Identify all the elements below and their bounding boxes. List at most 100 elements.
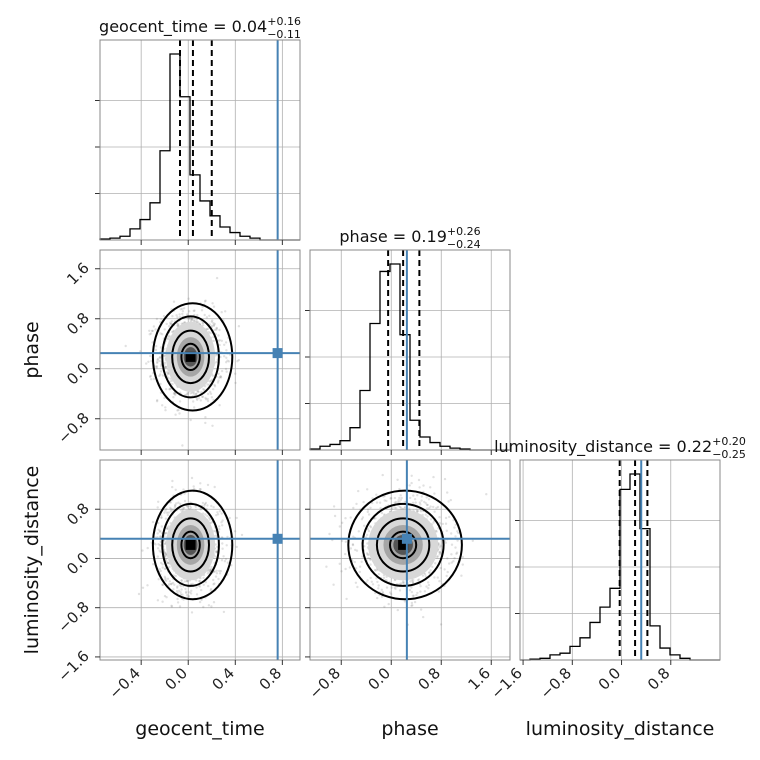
- scatter-point: [374, 517, 377, 520]
- scatter-point: [361, 516, 365, 519]
- scatter-point: [438, 516, 441, 519]
- scatter-point: [154, 543, 157, 546]
- scatter-point: [166, 561, 169, 564]
- ytick-label-luminosity_distance-2: 0.0: [63, 549, 93, 579]
- scatter-point: [409, 496, 412, 500]
- scatter-point: [389, 591, 392, 594]
- scatter-point: [187, 297, 190, 300]
- scatter-point: [214, 575, 218, 578]
- scatter-point: [201, 501, 205, 505]
- scatter-point: [181, 507, 184, 510]
- scatter-point: [149, 375, 152, 378]
- scatter-point: [176, 585, 179, 588]
- scatter-point: [171, 315, 174, 318]
- scatter-point: [218, 569, 221, 573]
- scatter-point: [385, 499, 388, 503]
- scatter-point: [210, 504, 213, 508]
- scatter-point: [198, 600, 202, 604]
- scatter-point: [158, 544, 161, 547]
- scatter-point: [212, 398, 215, 402]
- scatter-point: [218, 528, 221, 531]
- scatter-point: [413, 600, 417, 604]
- scatter-point: [387, 602, 390, 606]
- scatter-point: [174, 413, 177, 416]
- scatter-point: [209, 379, 212, 383]
- scatter-point: [225, 370, 228, 373]
- scatter-point: [172, 396, 175, 399]
- scatter-point: [209, 521, 212, 525]
- yaxis-label-phase: phase: [21, 321, 43, 378]
- scatter-point: [353, 560, 356, 564]
- scatter-point: [348, 566, 352, 569]
- scatter-point: [167, 336, 170, 339]
- scatter-point: [149, 332, 153, 335]
- scatter-point: [212, 324, 216, 327]
- scatter-point: [439, 623, 443, 626]
- scatter-point: [435, 555, 439, 559]
- scatter-point: [166, 577, 170, 580]
- scatter-point: [207, 604, 211, 607]
- scatter-point: [374, 569, 377, 572]
- scatter-point: [360, 518, 364, 521]
- scatter-point: [352, 506, 355, 510]
- scatter-point: [371, 501, 374, 505]
- scatter-point: [377, 573, 380, 576]
- histogram-geocent_time: [99, 53, 300, 241]
- scatter-point: [148, 329, 151, 332]
- scatter-point: [226, 535, 229, 539]
- scatter-point: [393, 501, 396, 504]
- scatter-point: [393, 506, 396, 509]
- scatter-point: [401, 581, 404, 584]
- scatter-point: [398, 500, 401, 504]
- scatter-point: [399, 582, 403, 585]
- scatter-point: [207, 392, 210, 396]
- scatter-point: [355, 549, 359, 552]
- scatter-point: [429, 518, 433, 521]
- scatter-point: [165, 507, 168, 511]
- scatter-point: [410, 481, 413, 485]
- scatter-point: [425, 585, 428, 588]
- scatter-point: [206, 504, 209, 507]
- scatter-point: [218, 339, 221, 342]
- scatter-point: [164, 557, 168, 561]
- scatter-point: [208, 568, 211, 571]
- scatter-point: [211, 424, 214, 427]
- contour-2σ-10: [151, 302, 234, 412]
- scatter-point: [156, 555, 159, 558]
- scatter-point: [194, 505, 197, 508]
- title-plus-luminosity_distance: +0.20: [712, 435, 746, 448]
- scatter-point: [338, 562, 341, 565]
- scatter-point: [433, 576, 436, 579]
- scatter-point: [189, 392, 192, 395]
- scatter-point: [381, 590, 384, 594]
- scatter-point: [206, 514, 209, 518]
- scatter-point: [357, 530, 360, 533]
- scatter-point: [382, 576, 386, 580]
- scatter-point: [179, 591, 182, 594]
- scatter-point: [204, 421, 207, 425]
- yaxis-label-luminosity_distance: luminosity_distance: [21, 466, 43, 655]
- scatter-point: [152, 563, 155, 566]
- scatter-point: [419, 503, 422, 506]
- scatter-point: [171, 508, 174, 511]
- scatter-point: [235, 516, 238, 520]
- xtick-label-luminosity_distance-3: 0.8: [644, 664, 674, 694]
- scatter-point: [340, 570, 343, 573]
- scatter-point: [158, 374, 161, 378]
- scatter-point: [165, 596, 168, 599]
- scatter-point: [363, 524, 366, 527]
- scatter-point: [172, 300, 176, 303]
- scatter-point: [408, 507, 411, 510]
- scatter-point: [170, 582, 173, 585]
- scatter-point: [400, 496, 403, 500]
- scatter-point: [377, 587, 380, 590]
- scatter-point: [461, 563, 464, 566]
- scatter-point: [366, 488, 369, 491]
- scatter-point: [448, 562, 451, 565]
- scatter-point: [161, 583, 164, 586]
- scatter-point: [363, 545, 366, 548]
- scatter-point: [228, 516, 231, 520]
- scatter-point: [410, 604, 413, 607]
- scatter-point: [402, 580, 405, 583]
- scatter-point: [420, 495, 423, 498]
